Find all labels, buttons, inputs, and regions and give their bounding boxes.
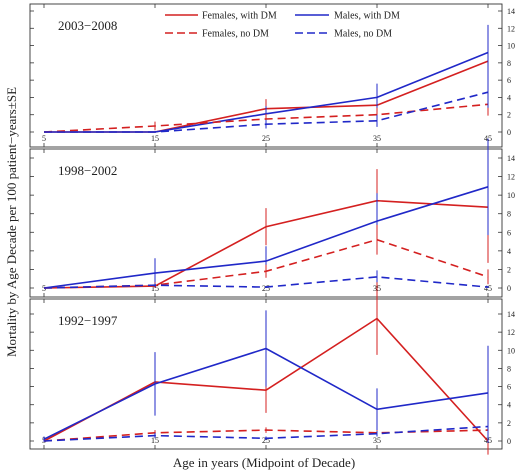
y-tick-label: 12 xyxy=(507,173,515,182)
panel-3: 5 15 25 35 45 0 2 4 6 8 10 12 14 1992−1997 xyxy=(29,282,515,455)
y-tick-label: 0 xyxy=(507,128,511,137)
legend-entry: Females, no DM xyxy=(202,29,269,40)
series-males-with-dm xyxy=(43,310,489,442)
y-tick-label: 2 xyxy=(507,419,511,428)
series-line xyxy=(43,276,489,289)
y-tick-label: 4 xyxy=(507,247,511,256)
x-tick-label: 15 xyxy=(151,284,159,293)
series-males-no-dm xyxy=(43,410,489,443)
y-tick-label: 8 xyxy=(507,59,511,68)
series-line xyxy=(44,91,489,133)
series-males-no-dm xyxy=(43,270,489,289)
y-tick-label: 12 xyxy=(507,328,515,337)
panel-2: 515253545024681012141998−2002 xyxy=(29,138,515,298)
y-tick-label: 10 xyxy=(507,346,515,355)
x-tick-label: 35 xyxy=(373,134,381,143)
y-tick-label: 10 xyxy=(507,191,515,200)
x-tick-label: 25 xyxy=(262,284,270,293)
y-axis-title: Mortality by Age Decade per 100 patient−… xyxy=(4,87,19,357)
x-tick-label: 5 xyxy=(42,134,46,143)
series-line xyxy=(44,51,489,133)
series-males-no-dm xyxy=(44,76,489,133)
y-tick-label: 6 xyxy=(507,383,511,392)
x-axis-title: Age in years (Midpoint of Decade) xyxy=(173,455,355,470)
x-tick-label: 5 xyxy=(42,284,46,293)
y-tick-label: 0 xyxy=(507,284,511,293)
y-tick-label: 14 xyxy=(507,310,515,319)
y-tick-label: 14 xyxy=(507,154,515,163)
series-line xyxy=(43,199,489,289)
y-tick-label: 14 xyxy=(507,7,515,16)
legend: Females, with DM Males, with DM Females, n… xyxy=(165,11,400,40)
x-tick-label: 25 xyxy=(262,436,270,445)
y-tick-label: 0 xyxy=(507,437,511,446)
y-tick-label: 4 xyxy=(507,93,511,102)
y-tick-label: 6 xyxy=(507,228,511,237)
x-tick-label: 25 xyxy=(262,134,270,143)
x-tick-label: 15 xyxy=(151,134,159,143)
y-tick-label: 2 xyxy=(507,265,511,274)
panel-label: 1998−2002 xyxy=(58,163,117,178)
y-tick-label: 8 xyxy=(507,210,511,219)
series-line xyxy=(43,347,489,440)
panel-label: 1992−1997 xyxy=(58,313,118,328)
y-tick-label: 2 xyxy=(507,111,511,120)
series-line xyxy=(43,238,489,289)
legend-entry: Males, with DM xyxy=(334,11,400,22)
x-tick-label: 15 xyxy=(151,436,159,445)
y-tick-label: 8 xyxy=(507,364,511,373)
y-tick-label: 10 xyxy=(507,42,515,51)
legend-entry: Males, no DM xyxy=(334,29,392,40)
series-line xyxy=(43,186,489,289)
x-tick-label: 45 xyxy=(484,284,492,293)
legend-entry: Females, with DM xyxy=(202,11,277,22)
panel-label: 2003−2008 xyxy=(58,18,117,33)
series-line xyxy=(43,425,489,442)
y-tick-label: 4 xyxy=(507,401,511,410)
x-tick-label: 35 xyxy=(373,436,381,445)
series-females-no-dm xyxy=(43,224,489,289)
y-tick-label: 6 xyxy=(507,76,511,85)
y-tick-label: 12 xyxy=(507,24,515,33)
